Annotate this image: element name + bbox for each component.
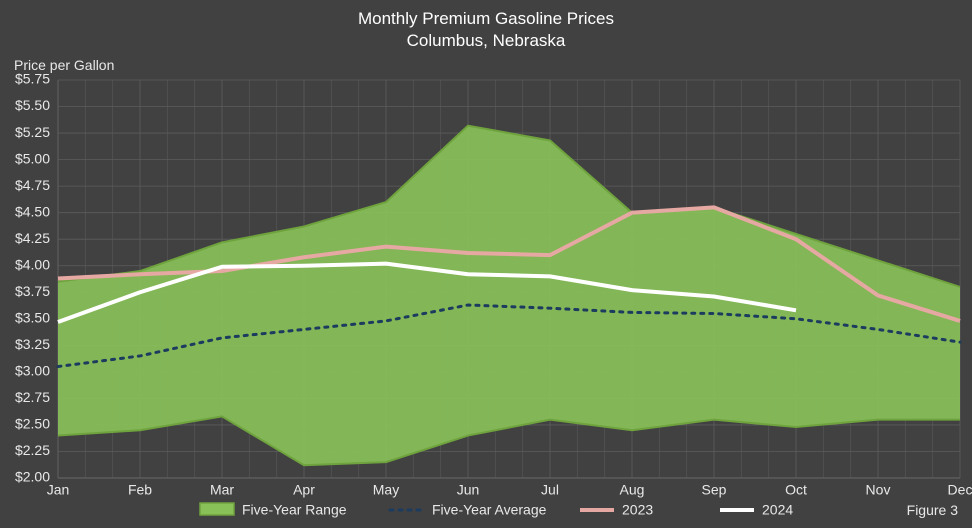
x-tick-label: Feb <box>128 481 152 497</box>
y-tick-label: $2.25 <box>15 442 50 458</box>
y-tick-label: $4.00 <box>15 256 50 272</box>
chart-title: Monthly Premium Gasoline Prices <box>358 9 614 28</box>
x-tick-label: Jan <box>47 481 70 497</box>
legend-label-y2024: 2024 <box>762 502 793 518</box>
x-tick-label: Mar <box>210 481 234 497</box>
y-tick-label: $4.25 <box>15 230 50 246</box>
y-tick-label: $2.75 <box>15 389 50 405</box>
x-tick-label: Nov <box>866 481 891 497</box>
y-tick-label: $4.50 <box>15 203 50 219</box>
y-tick-label: $5.25 <box>15 124 50 140</box>
x-tick-label: Apr <box>293 481 315 497</box>
figure-label: Figure 3 <box>907 502 959 518</box>
x-tick-label: Dec <box>948 481 972 497</box>
y-axis-title: Price per Gallon <box>14 57 114 73</box>
x-tick-label: Jun <box>457 481 480 497</box>
legend-label-range: Five-Year Range <box>242 502 347 518</box>
y-tick-label: $3.50 <box>15 310 50 326</box>
y-tick-label: $5.75 <box>15 71 50 87</box>
gasoline-price-chart: $2.00 $2.25 $2.50 $2.75 $3.00 $3.25 $3.50 $3.75… <box>0 0 972 528</box>
y-tick-label: $2.00 <box>15 469 50 485</box>
y-tick-label: $2.50 <box>15 416 50 432</box>
y-tick-label: $5.00 <box>15 150 50 166</box>
y-tick-label: $4.75 <box>15 177 50 193</box>
chart-container: $2.00 $2.25 $2.50 $2.75 $3.00 $3.25 $3.50 $3.75… <box>0 0 972 528</box>
x-tick-label: Jul <box>541 481 559 497</box>
y-tick-label: $3.25 <box>15 336 50 352</box>
legend-label-average: Five-Year Average <box>432 502 547 518</box>
legend-swatch-range <box>200 503 234 515</box>
y-tick-label: $3.75 <box>15 283 50 299</box>
chart-subtitle: Columbus, Nebraska <box>407 31 566 50</box>
legend-label-y2023: 2023 <box>622 502 653 518</box>
x-tick-label: Sep <box>702 481 727 497</box>
x-tick-label: Aug <box>620 481 645 497</box>
y-tick-label: $3.00 <box>15 363 50 379</box>
y-tick-label: $5.50 <box>15 97 50 113</box>
x-tick-label: Oct <box>785 481 807 497</box>
x-tick-label: May <box>373 481 399 497</box>
